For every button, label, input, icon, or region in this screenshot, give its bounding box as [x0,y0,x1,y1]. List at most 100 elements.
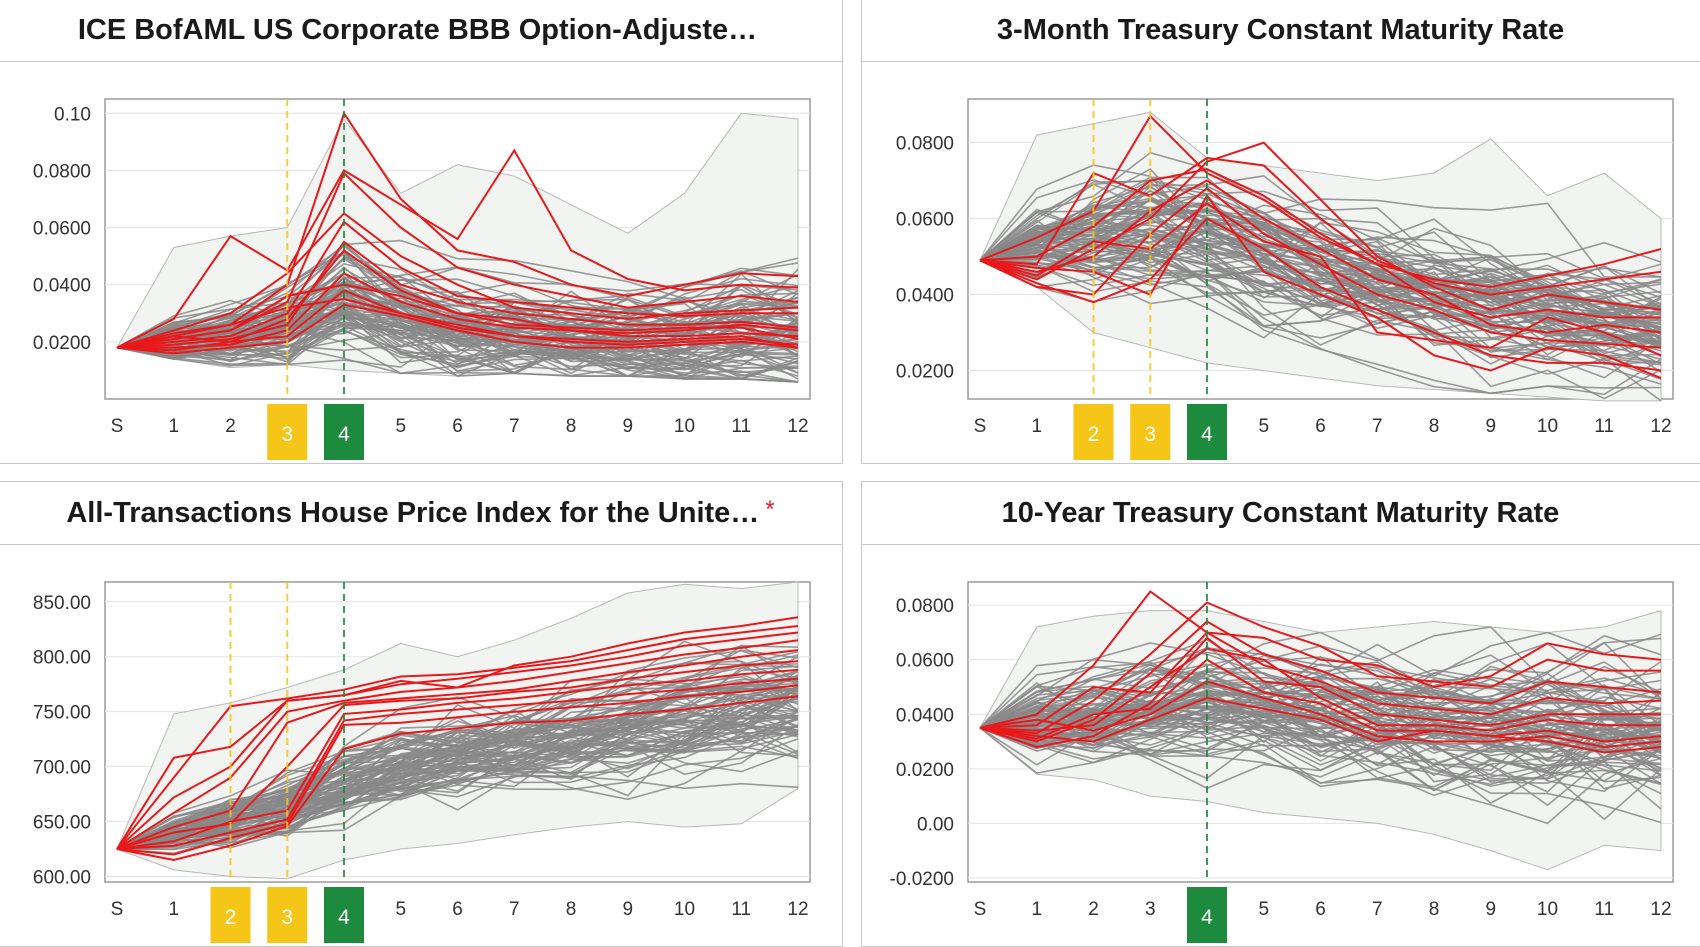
simulation-line [116,313,799,383]
highlighted-line [979,590,1662,729]
x-tick-label: 1 [1031,899,1042,920]
x-tick-label: 7 [509,416,520,437]
x-tick-label: 9 [1485,416,1496,437]
x-tick-label: 12 [1650,416,1671,437]
panel-title: ICE BofAML US Corporate BBB Option-Adjus… [0,0,842,62]
simulation-line [116,685,799,850]
x-tick-label: 1 [168,416,179,437]
y-tick-label: 0.0200 [33,333,91,354]
simulation-line [979,207,1662,321]
x-tick-label: 8 [566,899,577,920]
x-tick-label: 2 [1088,899,1099,920]
x-tick-label: 2 [225,416,236,437]
y-tick-label: 0.0600 [896,210,954,231]
simulation-line [979,676,1662,753]
x-tick-label: 7 [1372,416,1383,437]
x-tick-label: 8 [1429,416,1440,437]
panel-title: 3-Month Treasury Constant Maturity Rate [862,0,1700,62]
simulation-line [116,689,799,850]
x-tick-label: 4 [1201,423,1213,446]
x-tick-label: 10 [1537,416,1558,437]
y-tick-label: 0.0800 [896,134,954,155]
panel-title: 10-Year Treasury Constant Maturity Rate [862,482,1700,545]
chart-panel-0: ICE BofAML US Corporate BBB Option-Adjus… [0,0,843,464]
highlighted-line [116,148,799,349]
highlighted-line [979,658,1662,743]
x-tick-label: 11 [731,899,751,920]
panel-title-text: 3-Month Treasury Constant Maturity Rate [996,13,1565,46]
highlighted-line [979,647,1661,732]
highlighted-paths [116,111,799,355]
highlighted-line [979,168,1661,319]
x-tick-label: S [974,416,987,437]
highlighted-line [116,289,799,352]
highlighted-line [979,696,1662,754]
x-tick-label: 3 [1145,899,1156,920]
highlighted-line [979,202,1662,357]
simulation-line [979,705,1662,821]
highlighted-line [979,217,1662,372]
x-tick-label: 8 [566,416,577,437]
panel-title-text: 10-Year Treasury Constant Maturity Rate [1001,496,1560,529]
x-tick-label: 5 [395,416,406,437]
x-tick-label: 11 [731,416,751,437]
y-tick-label: 0.0800 [33,161,91,182]
highlighted-line [979,631,1662,729]
highlighted-line [979,620,1662,743]
y-tick-label: 0.0200 [896,362,954,383]
x-tick-label: 5 [395,899,406,920]
y-tick-label: 0.0200 [896,760,954,781]
highlighted-line [116,668,799,850]
x-tick-label: 12 [787,416,808,437]
simulation-line [979,665,1662,729]
x-tick-label: 6 [452,416,463,437]
simulation-line [116,311,799,368]
highlighted-paths [979,590,1662,754]
simulation-line [116,258,799,374]
x-tick-label: 3 [281,906,293,929]
x-tick-label: S [974,899,987,920]
highlighted-line [116,695,799,862]
x-tick-label: 7 [509,899,520,920]
y-tick-label: 850.00 [33,593,91,614]
step-badge [267,404,308,460]
y-tick-label: 600.00 [33,868,91,889]
x-tick-label: 10 [674,416,695,437]
y-tick-label: 0.0800 [896,596,954,617]
panel-title-text: ICE BofAML US Corporate BBB Option-Adjus… [77,13,758,46]
x-tick-label: 7 [1372,899,1383,920]
step-badge [267,887,308,943]
step-badge [1187,887,1227,943]
highlighted-line [116,220,798,349]
panel-title-asterisk: * [765,496,775,523]
simulation-line [116,738,799,850]
simulation-line [116,243,799,349]
x-tick-label: 1 [168,899,179,920]
panel-title-text: All-Transactions House Price Index for t… [66,496,760,529]
y-tick-label: 0.00 [917,814,954,835]
y-tick-label: 750.00 [33,703,91,724]
simulation-line [979,190,1662,316]
y-tick-label: 0.0400 [896,705,954,726]
x-tick-label: 4 [1201,906,1213,929]
x-tick-label: S [111,899,124,920]
x-tick-label: 3 [1144,423,1156,446]
highlighted-line [117,272,799,349]
chart-panel-2: All-Transactions House Price Index for t… [0,481,843,947]
y-tick-label: 700.00 [33,758,91,779]
highlighted-line [116,240,799,349]
x-tick-label: 8 [1429,899,1440,920]
chart-panel-3: 10-Year Treasury Constant Maturity Rate … [861,481,1700,947]
x-tick-label: 12 [1650,899,1671,920]
x-tick-label: 10 [1537,899,1558,920]
simulation-line [979,685,1662,804]
highlighted-line [116,283,799,349]
highlighted-line [116,211,799,349]
simulation-line [116,285,799,370]
y-tick-label: 0.10 [54,104,91,125]
highlighted-line [116,297,799,349]
step-badge [324,404,364,460]
step-badge [210,887,251,943]
